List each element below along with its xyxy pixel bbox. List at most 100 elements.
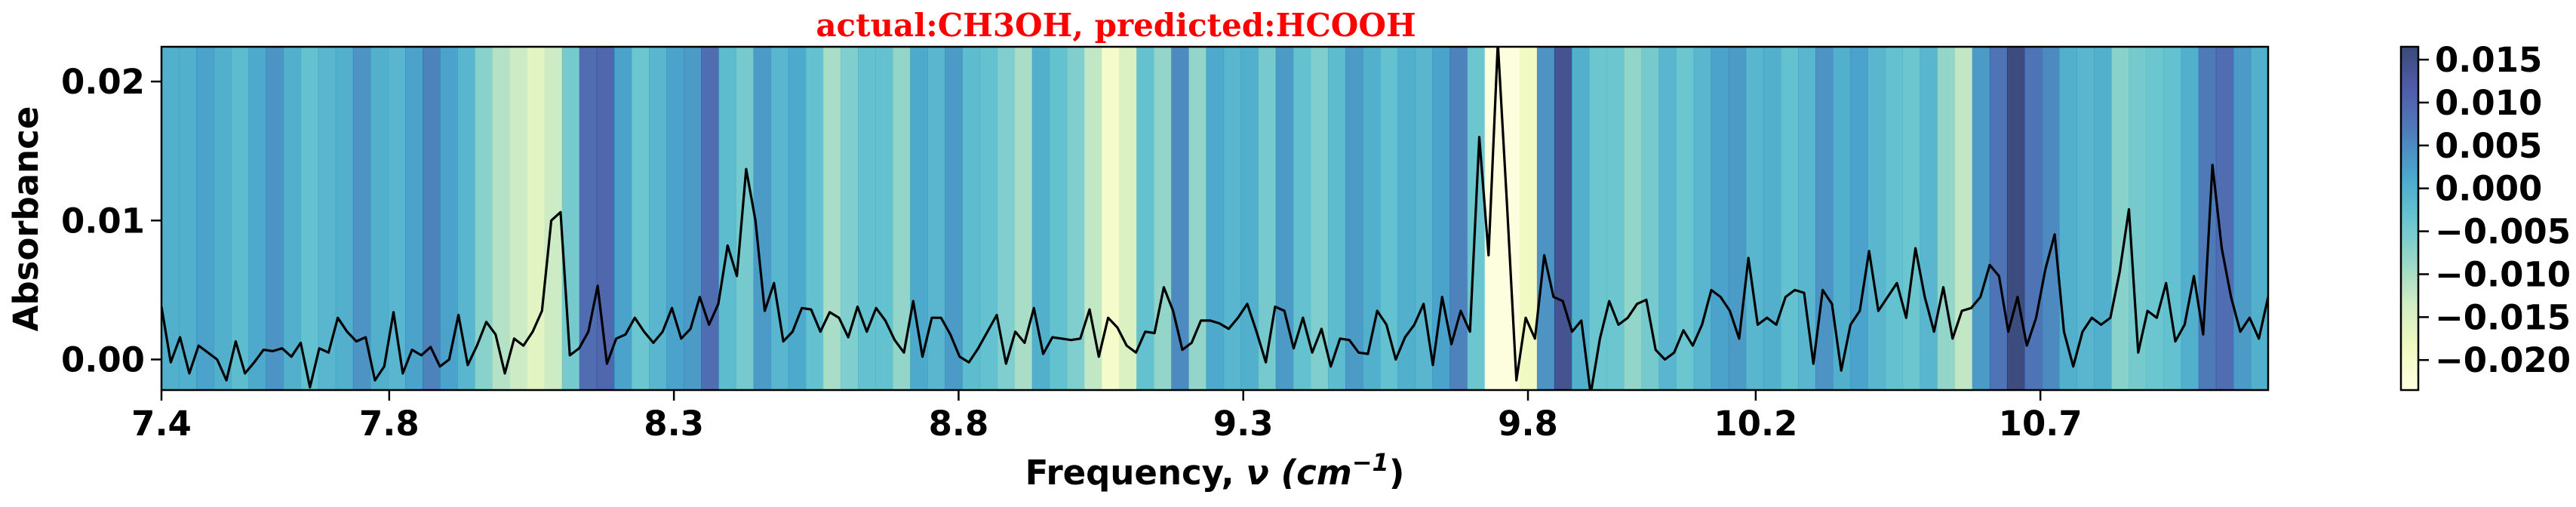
heatmap-cell — [2024, 47, 2043, 390]
heatmap-cell — [684, 47, 702, 390]
heatmap-cell — [632, 47, 650, 390]
heatmap-cell — [840, 47, 859, 390]
heatmap-cell — [979, 47, 998, 390]
x-tick-label: 8.3 — [644, 404, 704, 444]
heatmap-cell — [2163, 47, 2182, 390]
heatmap-cell — [1327, 47, 1346, 390]
absorbance-series-line — [161, 47, 2268, 390]
heatmap-cell — [1676, 47, 1695, 390]
plot-frame — [160, 45, 2270, 392]
heatmap-cell — [300, 47, 319, 390]
y-axis-label: Absorbance — [6, 106, 46, 332]
heatmap-cell — [1815, 47, 1834, 390]
heatmap-cell — [196, 47, 214, 390]
colorbar-tick-label: 0.015 — [2435, 40, 2542, 80]
heatmap-cell — [1606, 47, 1625, 390]
heatmap-cell — [1345, 47, 1363, 390]
chart-title: actual:CH3OH, predicted:HCOOH — [816, 7, 1416, 44]
heatmap-cell — [214, 47, 232, 390]
heatmap-cell — [2233, 47, 2252, 390]
heatmap-cell — [1084, 47, 1102, 390]
heatmap-cell — [161, 47, 180, 390]
heatmap-cell — [2042, 47, 2060, 390]
heatmap-cell — [527, 47, 546, 390]
heatmap-cell — [370, 47, 389, 390]
heatmap-cell — [1867, 47, 1886, 390]
heatmap-cell — [1363, 47, 1381, 390]
heatmap-cell — [1066, 47, 1085, 390]
heatmap-cell — [1624, 47, 1642, 390]
heatmap-cell — [1449, 47, 1468, 390]
x-tick-label: 10.7 — [1999, 404, 2083, 444]
heatmap-cell — [1275, 47, 1294, 390]
heatmap-cell — [1415, 47, 1434, 390]
heatmap-cell — [2181, 47, 2199, 390]
heatmap-cell — [927, 47, 945, 390]
heatmap-cell — [2094, 47, 2112, 390]
heatmap-cell — [248, 47, 267, 390]
heatmap-cell — [1728, 47, 1747, 390]
heatmap-cell — [1188, 47, 1207, 390]
heatmap-cell — [997, 47, 1016, 390]
x-tick-label: 7.4 — [131, 404, 192, 444]
colorbar-tick-label: −0.005 — [2435, 212, 2571, 252]
heatmap-cell — [770, 47, 789, 390]
colorbar-scale — [2399, 45, 2420, 392]
y-tick-label: 0.01 — [61, 201, 145, 241]
heatmap-cell — [423, 47, 441, 390]
colorbar-tick-label: 0.010 — [2435, 83, 2542, 123]
x-tick-label: 8.8 — [929, 404, 989, 444]
x-tick-label: 10.2 — [1714, 404, 1797, 444]
heatmap-cell — [440, 47, 458, 390]
x-tick-label: 9.3 — [1213, 404, 1274, 444]
heatmap-cell — [1902, 47, 1921, 390]
heatmap-cell — [1937, 47, 1956, 390]
heatmap-cell — [1240, 47, 1259, 390]
heatmap-cell — [2129, 47, 2147, 390]
colorbar-tick-label: −0.015 — [2435, 297, 2571, 337]
heatmap-cell — [405, 47, 423, 390]
heatmap-cell — [718, 47, 737, 390]
heatmap-cell — [1432, 47, 1451, 390]
heatmap-cell — [805, 47, 824, 390]
heatmap-cell — [1031, 47, 1050, 390]
heatmap-cell — [945, 47, 964, 390]
heatmap-cell — [1641, 47, 1659, 390]
heatmap-cell — [2250, 47, 2269, 390]
colorbar-tick-label: −0.010 — [2435, 254, 2571, 294]
heatmap-cell — [352, 47, 371, 390]
heatmap-cell — [1154, 47, 1172, 390]
heatmap-cell — [179, 47, 197, 390]
colorbar-tick-label: 0.000 — [2435, 169, 2542, 209]
heatmap-cell — [736, 47, 755, 390]
heatmap-cell — [1380, 47, 1398, 390]
heatmap-cell — [509, 47, 528, 390]
heatmap-cell — [2215, 47, 2234, 390]
heatmap-cell — [1519, 47, 1538, 390]
heatmap-cell — [649, 47, 667, 390]
colorbar-ticks: 0.0150.0100.0050.000−0.005−0.010−0.015−0… — [2418, 40, 2571, 380]
heatmap-cell — [1397, 47, 1416, 390]
heatmap-cell — [962, 47, 981, 390]
colorbar: 0.0150.0100.0050.000−0.005−0.010−0.015−0… — [2399, 40, 2571, 392]
heatmap-cell — [1833, 47, 1851, 390]
heatmap-cell — [1885, 47, 1904, 390]
heatmap-cell — [1293, 47, 1311, 390]
heatmap-cell — [387, 47, 406, 390]
heatmap-cell — [1049, 47, 1068, 390]
heatmap-cell — [231, 47, 249, 390]
heatmap-cell — [335, 47, 354, 390]
heatmap-cell — [1763, 47, 1781, 390]
heatmap-background — [161, 47, 2269, 390]
heatmap-cell — [579, 47, 598, 390]
heatmap-cell — [1119, 47, 1137, 390]
x-tick-label: 7.8 — [359, 404, 420, 444]
heatmap-cell — [457, 47, 475, 390]
heatmap-cell — [1711, 47, 1729, 390]
heatmap-cell — [2146, 47, 2165, 390]
heatmap-cell — [1745, 47, 1764, 390]
heatmap-cell — [2198, 47, 2217, 390]
y-tick-label: 0.00 — [61, 340, 145, 379]
heatmap-cell — [561, 47, 580, 390]
